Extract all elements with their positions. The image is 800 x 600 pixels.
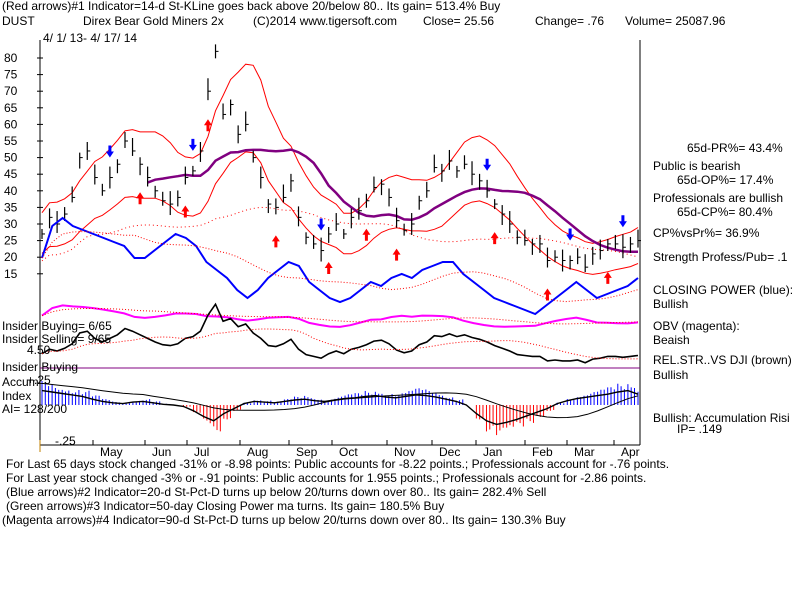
- minus-value-label: 4.50: [27, 343, 51, 357]
- sell-arrow: [483, 158, 492, 171]
- footer-line-2: For Last year stock changed -3% or -.91 …: [6, 471, 647, 485]
- op-percent: 65d-OP%= 17.4%: [677, 173, 774, 187]
- sell-arrow: [105, 145, 114, 158]
- buy-arrow: [490, 232, 499, 245]
- obv-line: [41, 304, 639, 328]
- moving-average-line: [147, 148, 638, 253]
- footer-line-3: (Blue arrows)#2 Indicator=20-d St-Pct-D …: [6, 485, 547, 499]
- footer-line-1: For Last 65 days stock changed -31% or -…: [6, 457, 670, 471]
- y-tick-label: 15: [4, 267, 18, 281]
- buy-arrow: [324, 261, 333, 274]
- x-tick-label: Aug: [247, 445, 268, 459]
- professionals-status: Professionals are bullish: [653, 191, 784, 205]
- y-tick-label: 50: [4, 151, 18, 165]
- lower-band-line: [41, 151, 639, 275]
- accumulation-ip: IP= .149: [677, 422, 723, 436]
- x-tick-label: Feb: [532, 445, 553, 459]
- y-tick-label: 60: [4, 117, 18, 131]
- closing-power-title: CLOSING POWER (blue):: [653, 283, 794, 297]
- obv-status: Beaish: [653, 333, 690, 347]
- relstr-title: REL.STR..VS DJI (brown): [653, 353, 792, 367]
- insider-selling-count: Insider Selling= 9/65: [2, 332, 112, 346]
- buy-arrow: [181, 205, 190, 218]
- buy-arrow: [271, 235, 280, 248]
- strength-ratio: Strength Profess/Pub= .1: [653, 250, 788, 264]
- insider-buying-label: Insider Buying: [2, 360, 79, 374]
- accum-plus-25: +.25: [27, 373, 51, 387]
- x-tick-label: May: [100, 445, 123, 459]
- index-label: Index: [2, 389, 32, 403]
- footer-line-4: (Green arrows)#3 Indicator=50-day Closin…: [6, 499, 445, 513]
- relative-strength-ma-line: [41, 328, 639, 360]
- y-tick-label: 65: [4, 101, 18, 115]
- company-name: Direx Bear Gold Miners 2x: [83, 14, 224, 28]
- ai-value: AI= 128/200: [2, 402, 68, 416]
- sell-arrow: [566, 228, 575, 241]
- buy-arrow: [203, 119, 212, 132]
- sell-arrow: [317, 218, 326, 231]
- public-status: Public is bearish: [653, 159, 741, 173]
- obv-ma-line: [41, 307, 639, 325]
- obv-title: OBV (magenta):: [653, 319, 740, 333]
- x-tick-label: Oct: [339, 445, 358, 459]
- close-value: Close= 25.56: [423, 14, 495, 28]
- y-tick-label: 25: [4, 234, 18, 248]
- x-tick-label: Jun: [152, 445, 171, 459]
- closing-power-ma-line: [41, 231, 639, 303]
- x-tick-label: Apr: [621, 445, 640, 459]
- x-tick-label: Sep: [296, 445, 318, 459]
- x-tick-label: Jul: [194, 445, 209, 459]
- y-tick-label: 40: [4, 184, 18, 198]
- footer-line-5: (Magenta arrows)#4 Indicator=90-d St-Pct…: [2, 513, 566, 527]
- closing-power-line: [41, 216, 639, 316]
- cp-vs-pr: CP%vsPr%= 36.9%: [653, 226, 760, 240]
- closing-power-status: Bullish: [653, 297, 689, 311]
- y-tick-label: 80: [4, 51, 18, 65]
- copyright: (C)2014 www.tigersoft.com: [253, 14, 398, 28]
- buy-arrow: [603, 271, 612, 284]
- buy-arrow: [392, 248, 401, 261]
- pr-percent: 65d-PR%= 43.4%: [687, 141, 783, 155]
- y-tick-label: 45: [4, 167, 18, 181]
- insider-buying-count: Insider Buying= 6/65: [2, 319, 112, 333]
- y-tick-label: 20: [4, 250, 18, 264]
- relstr-status: Bullish: [653, 368, 689, 382]
- sell-arrow: [618, 215, 627, 228]
- y-tick-label: 75: [4, 68, 18, 82]
- date-range: 4/ 1/ 13- 4/ 17/ 14: [43, 31, 138, 45]
- buy-arrow: [543, 288, 552, 301]
- accum-minus-25: -.25: [55, 434, 76, 448]
- sell-arrow: [188, 138, 197, 151]
- accumulation-line: [41, 389, 639, 426]
- x-tick-label: Mar: [574, 445, 595, 459]
- cp-percent: 65d-CP%= 80.4%: [677, 205, 773, 219]
- indicator-1-line: (Red arrows)#1 Indicator=14-d St-KLine g…: [2, 0, 501, 13]
- buy-arrow: [136, 192, 145, 205]
- y-tick-label: 70: [4, 84, 18, 98]
- accum-label: Accum: [2, 375, 39, 389]
- x-tick-label: Dec: [439, 445, 460, 459]
- x-tick-label: Nov: [394, 445, 415, 459]
- y-tick-label: 30: [4, 217, 18, 231]
- relative-strength-line: [41, 302, 639, 364]
- y-tick-label: 35: [4, 200, 18, 214]
- buy-arrow: [362, 228, 371, 241]
- long-ma-dotted-line: [41, 206, 639, 262]
- x-tick-label: Jan: [483, 445, 502, 459]
- ticker-symbol: DUST: [2, 14, 35, 28]
- change-value: Change= .76: [535, 14, 605, 28]
- volume-value: Volume= 25087.96: [625, 14, 726, 28]
- accumulation-status: Bullish: Accumulation Risi: [653, 411, 790, 425]
- accumulation-ma-line: [41, 382, 639, 419]
- y-tick-label: 55: [4, 134, 18, 148]
- upper-band-line: [41, 63, 639, 244]
